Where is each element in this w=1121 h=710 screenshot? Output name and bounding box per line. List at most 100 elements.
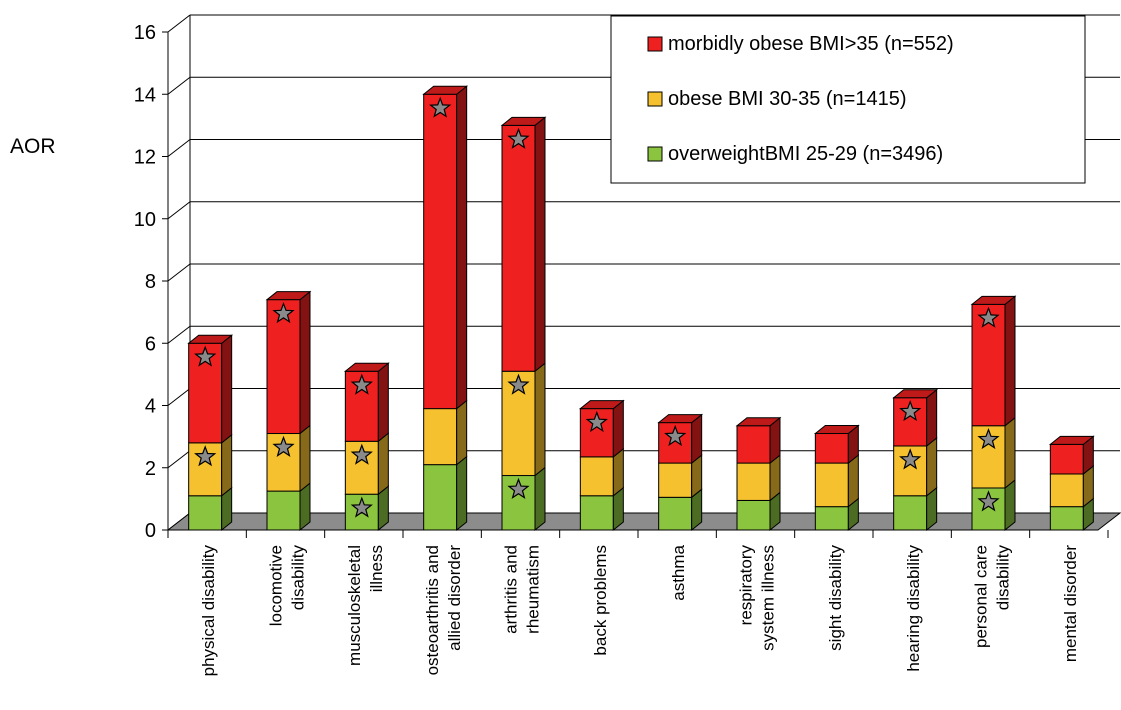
bar-segment-front	[188, 495, 223, 531]
significance-star	[194, 345, 217, 367]
y-tick-label: 10	[134, 209, 156, 231]
x-tick-label: disability	[994, 545, 1013, 611]
y-tick-label: 2	[145, 458, 156, 480]
bar-segment-side	[1004, 295, 1016, 427]
y-tick-label: 0	[145, 520, 156, 542]
y-tick-label: 6	[145, 333, 156, 355]
legend-entry: obese BMI 30-35 (n=1415)	[668, 88, 907, 110]
bar-segment-side	[612, 399, 624, 458]
significance-star	[977, 306, 1000, 328]
significance-star	[899, 448, 922, 470]
bar-segment-front	[579, 495, 614, 531]
x-tick-labels: physical disability locomotive disability m…	[199, 544, 1080, 676]
bar-segment-front	[736, 462, 771, 501]
x-tick-label: arthritis and	[502, 545, 521, 634]
y-axis-label: AOR	[10, 135, 56, 158]
bar-segment-side	[534, 116, 546, 373]
bar-segment-front	[423, 464, 458, 531]
bar-segment-front	[736, 425, 771, 464]
y-tick-label: 14	[134, 84, 156, 106]
legend-entry: overweightBMI 25-29 (n=3496)	[668, 143, 943, 165]
bar-stack	[813, 424, 860, 532]
bar-segment-front	[1049, 473, 1084, 508]
bar-stack	[578, 399, 625, 532]
significance-star	[977, 490, 1000, 512]
bar-top	[1048, 435, 1095, 445]
bar-stack	[265, 290, 312, 532]
x-tick-label: physical disability	[199, 545, 218, 677]
x-tick-label: personal care	[972, 545, 991, 648]
bar-segment-front	[266, 299, 301, 435]
bar-top	[187, 334, 234, 344]
x-tick-label: musculoskeletal	[345, 545, 364, 666]
bar-stack	[343, 362, 390, 532]
x-tick-label: respiratory	[737, 545, 756, 626]
significance-star	[507, 477, 530, 499]
significance-star	[899, 399, 922, 422]
bar-segment-side	[456, 85, 468, 410]
bar-segment-front	[423, 408, 458, 466]
significance-star	[429, 96, 452, 118]
bar-top	[735, 417, 782, 427]
significance-star	[507, 127, 530, 149]
x-tick-label: illness	[367, 545, 386, 592]
x-tick-label: allied disorder	[445, 545, 464, 651]
x-tick-label: osteoarthritis and	[423, 545, 442, 675]
bar-top	[813, 425, 860, 435]
bar-top	[970, 295, 1017, 305]
significance-star	[272, 302, 295, 324]
bar-segment-front	[579, 456, 614, 497]
significance-star	[507, 373, 530, 395]
legend-swatch	[647, 36, 663, 52]
significance-star	[664, 424, 687, 447]
bar-top	[422, 85, 469, 95]
bar-segment-front	[658, 462, 693, 498]
bar-segment-front	[814, 506, 849, 531]
legend-box	[610, 15, 1086, 184]
bar-segment-side	[1004, 416, 1016, 490]
bar-stack	[1048, 435, 1095, 532]
grid-diagonal	[167, 263, 191, 282]
significance-star	[585, 410, 608, 433]
grid-diagonal	[167, 14, 191, 33]
bar-stack	[422, 85, 469, 532]
bar-segment-front	[501, 475, 536, 531]
bar-segment-side	[534, 362, 546, 477]
significance-star	[350, 373, 373, 395]
bar-top	[578, 400, 625, 410]
legend-swatch	[647, 91, 663, 107]
x-tick-label: asthma	[669, 544, 688, 600]
bar-segment-side	[847, 454, 859, 508]
y-tick-label: 16	[134, 22, 156, 44]
y-tick-label: 4	[145, 396, 156, 418]
bar-top	[657, 414, 704, 424]
bar-segment-side	[926, 436, 938, 497]
bar-segment-side	[221, 334, 233, 444]
axes: 0 2 4 6 8 10 12 14 16	[134, 22, 1109, 542]
bar-segment-front	[736, 499, 771, 531]
bar-stack	[187, 334, 234, 532]
bar-segment-side	[299, 290, 311, 435]
significance-star	[272, 435, 295, 457]
bar-top	[500, 116, 547, 126]
bar-segment-front	[893, 495, 928, 531]
y-tick-label: 8	[145, 271, 156, 293]
x-tick-label: rheumatism	[524, 545, 543, 634]
grid-diagonal	[167, 201, 191, 220]
bar-segment-side	[377, 432, 389, 496]
bar-top	[343, 362, 390, 372]
grid-diagonal	[167, 388, 191, 406]
grid-diagonal	[167, 450, 191, 469]
significance-star	[977, 428, 1000, 450]
x-tick-label: sight disability	[826, 545, 845, 651]
legend-entry: morbidly obese BMI>35 (n=552)	[668, 33, 954, 55]
bar-stack	[892, 388, 939, 532]
bar-segment-front	[1049, 506, 1084, 531]
y-tick-label: 12	[134, 147, 156, 169]
x-tick-label: disability	[289, 545, 308, 611]
significance-star	[350, 496, 373, 518]
grid-diagonal	[167, 139, 191, 157]
bar-top	[892, 389, 939, 399]
x-tick-label: back problems	[591, 545, 610, 656]
